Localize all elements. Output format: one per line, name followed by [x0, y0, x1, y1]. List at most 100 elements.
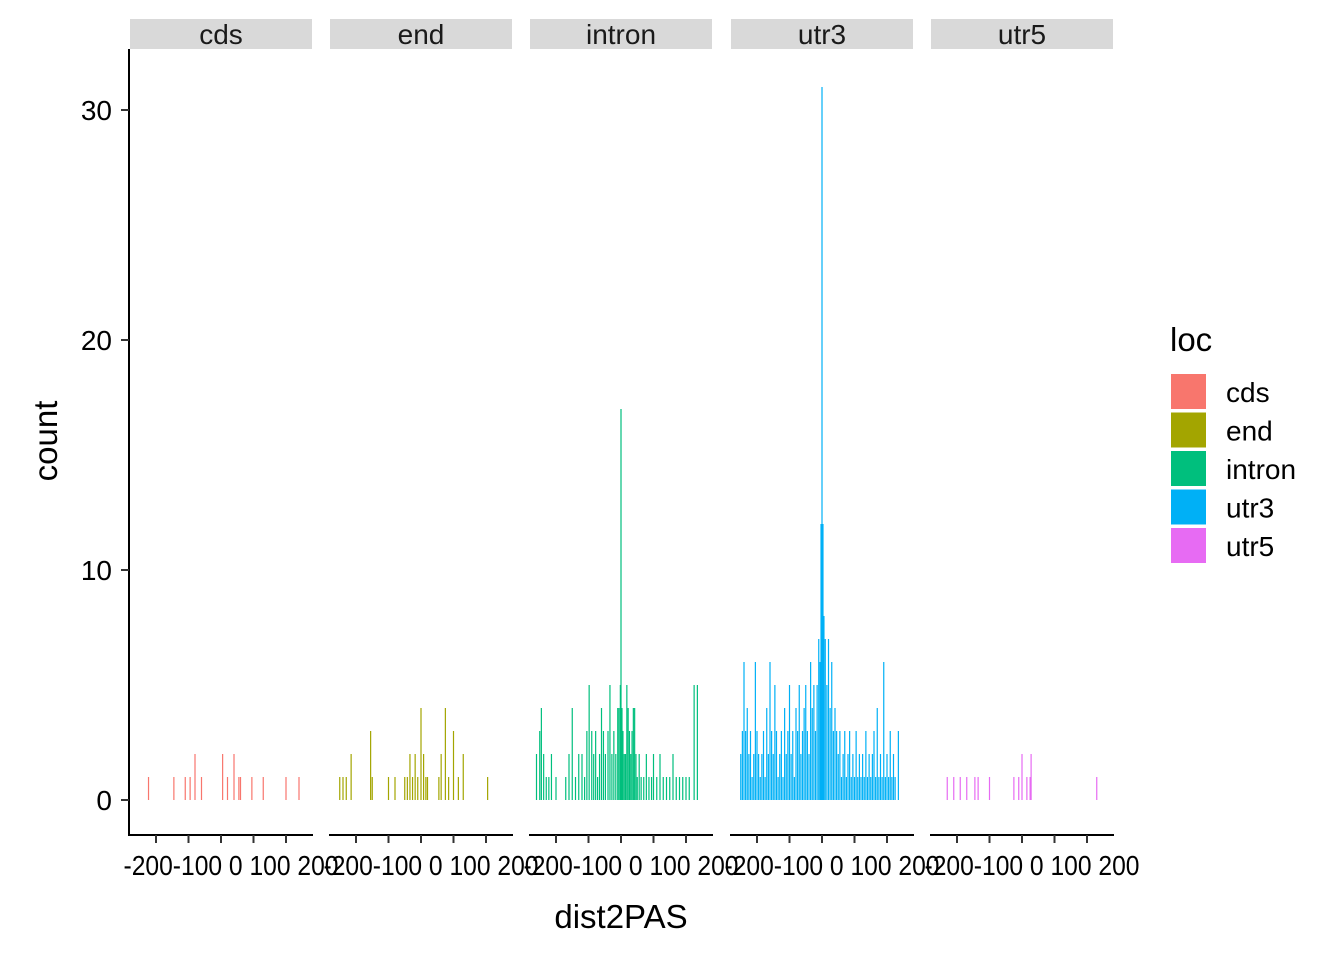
- histogram-bar: [586, 731, 588, 800]
- histogram-bar: [847, 754, 849, 800]
- histogram-bar: [782, 777, 784, 800]
- histogram-bar: [803, 708, 805, 800]
- histogram-bar: [780, 731, 782, 800]
- facet-strip-label: intron: [586, 19, 656, 50]
- histogram-bar: [759, 777, 761, 800]
- histogram-bar: [457, 777, 459, 800]
- histogram-bar: [811, 708, 813, 800]
- histogram-bar: [262, 777, 264, 800]
- histogram-bar: [665, 777, 668, 800]
- histogram-bar: [591, 731, 593, 800]
- histogram-bar: [409, 754, 411, 800]
- histogram-bar: [891, 777, 893, 800]
- histogram-bar: [672, 754, 674, 800]
- histogram-bar: [787, 731, 789, 800]
- histogram-bar: [988, 777, 991, 800]
- histogram-bar: [832, 731, 834, 800]
- histogram-bar: [764, 777, 766, 800]
- histogram-bar: [826, 685, 828, 800]
- histogram-bar: [746, 708, 748, 800]
- histogram-bar: [618, 708, 620, 800]
- histogram-bar: [779, 754, 781, 800]
- histogram-bar: [814, 731, 817, 800]
- histogram-bar: [423, 754, 425, 800]
- histogram-bar: [634, 708, 636, 800]
- histogram-bar: [892, 754, 895, 800]
- histogram-bar: [889, 731, 891, 800]
- histogram-bar: [233, 754, 235, 800]
- histogram-bar: [785, 754, 787, 800]
- legend-label-end: end: [1226, 416, 1273, 447]
- histogram-bar: [452, 731, 455, 800]
- y-axis: 0 10 20 30: [81, 49, 130, 836]
- x-axis-title: dist2PAS: [554, 898, 687, 935]
- histogram-bar: [801, 731, 804, 800]
- histogram-bar: [894, 777, 896, 800]
- histogram-bar: [578, 754, 580, 800]
- histogram-bar: [298, 777, 300, 800]
- histogram-bar: [411, 777, 414, 800]
- histogram-bar: [806, 731, 808, 800]
- histogram-bar: [540, 708, 542, 800]
- histogram-bar: [609, 685, 611, 800]
- histogram-bar: [836, 731, 838, 800]
- histogram-bar: [627, 708, 629, 800]
- histogram-bar: [753, 754, 755, 800]
- histogram-bar: [792, 731, 794, 800]
- histogram-bar: [946, 777, 948, 800]
- histogram-bar: [669, 777, 671, 800]
- histogram-bar: [860, 777, 862, 800]
- histogram-bar: [624, 754, 627, 800]
- histogram-bar: [772, 754, 774, 800]
- legend-key-utr5: [1171, 528, 1206, 563]
- histogram-bar: [189, 777, 191, 800]
- histogram-bar: [824, 639, 826, 800]
- histogram-bar: [640, 777, 642, 800]
- histogram-bar: [821, 87, 823, 800]
- histogram-bar: [810, 662, 812, 800]
- facet-bars: [740, 87, 899, 800]
- histogram-bar: [345, 777, 347, 800]
- histogram-bar: [425, 777, 427, 800]
- histogram-bar: [539, 731, 541, 800]
- histogram-bar: [394, 777, 396, 800]
- legend: loc cds end intron utr3 utr5: [1170, 321, 1296, 563]
- histogram-bar: [645, 754, 647, 800]
- histogram-bar: [420, 708, 422, 800]
- histogram-bar: [1021, 754, 1023, 800]
- histogram-bar: [652, 754, 655, 800]
- histogram-bar: [387, 777, 390, 800]
- histogram-bar: [834, 708, 836, 800]
- histogram-bar: [688, 777, 690, 800]
- histogram-bar: [762, 731, 765, 800]
- histogram-bar: [623, 754, 625, 800]
- histogram-bar: [767, 754, 769, 800]
- histogram-bar: [635, 754, 637, 800]
- histogram-bar: [414, 754, 416, 800]
- facet-panel-intron: intron -200-100 0 100 200: [524, 19, 739, 881]
- histogram-bar: [977, 777, 979, 800]
- histogram-bar: [837, 754, 839, 800]
- facet-bars: [946, 754, 1098, 800]
- histogram-bar: [444, 708, 446, 800]
- facet-panel-utr5: utr5 -200-100 0 100 200: [925, 19, 1140, 881]
- histogram-bar: [855, 731, 857, 800]
- histogram-bar: [813, 685, 815, 800]
- facet-bars: [535, 409, 698, 800]
- histogram-bar: [875, 777, 877, 800]
- legend-key-cds: [1171, 374, 1206, 409]
- histogram-bar: [879, 754, 882, 800]
- legend-key-utr3: [1171, 489, 1206, 525]
- histogram-bar: [743, 662, 745, 800]
- histogram-bar: [897, 731, 899, 800]
- histogram-bar: [226, 777, 229, 800]
- histogram-bar: [740, 754, 742, 800]
- histogram-bar: [371, 777, 373, 800]
- facet-panel-cds: cds -200-100 0 100 200: [124, 19, 339, 881]
- y-tick-label: 20: [81, 325, 112, 356]
- histogram-bar: [598, 754, 601, 800]
- facet-strip-label: cds: [199, 19, 243, 50]
- histogram-bar: [595, 731, 597, 800]
- facet-strip-label: utr3: [798, 19, 846, 50]
- histogram-bar: [251, 777, 253, 800]
